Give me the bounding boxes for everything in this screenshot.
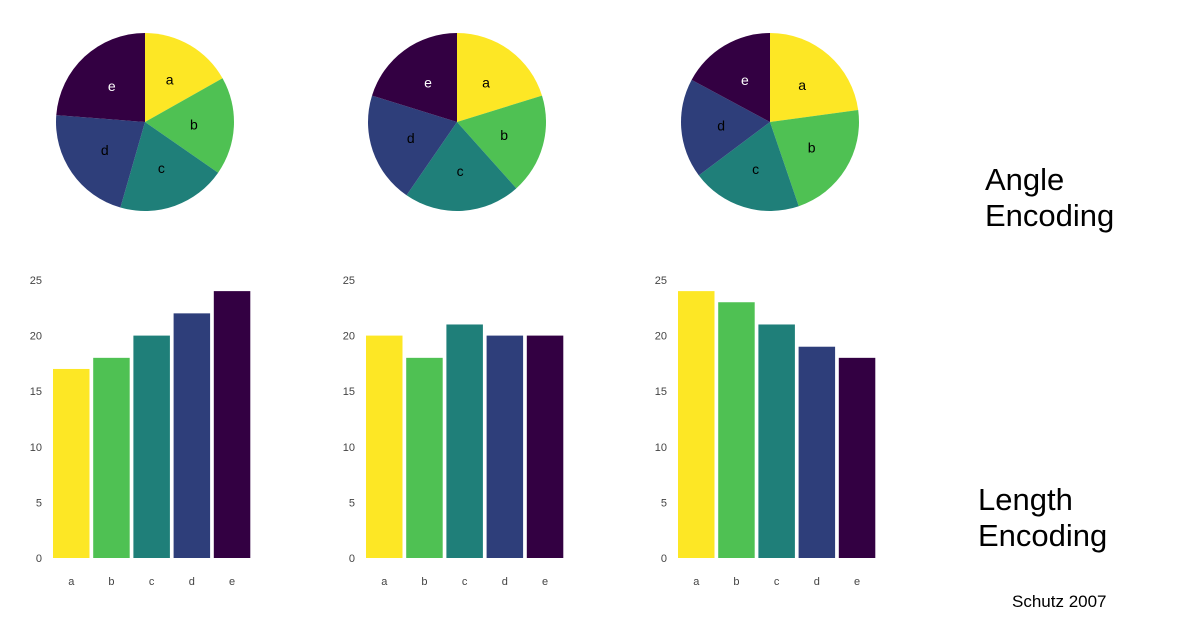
bar3-ytick-label: 25 (655, 275, 667, 287)
bar2-xtick-label-c: c (462, 576, 468, 588)
pie1-slice-b (145, 78, 234, 173)
bar1-xtick-label-b: b (108, 576, 114, 588)
bar1-ytick-label: 5 (36, 497, 42, 509)
pie-chart-3: a b c d e (681, 33, 859, 211)
bar1-xtick-label-a: a (68, 576, 75, 588)
pie2-slice-b (457, 95, 547, 189)
bar3-ytick-label: 0 (661, 553, 667, 565)
bar1-bar-c (133, 335, 170, 558)
source-credit: Schutz 2007 (1012, 592, 1107, 611)
pie-chart-1: a b c d e (56, 33, 234, 212)
pie3-slice-c (698, 122, 799, 211)
pie2-label-d: d (407, 130, 415, 146)
pie2-label-c: c (457, 163, 464, 179)
pie1-label-e: e (108, 78, 116, 94)
pie1-label-b: b (190, 116, 198, 132)
bar3-ytick-label: 10 (655, 442, 667, 454)
bar3-bar-c (758, 324, 795, 558)
pie3-label-b: b (808, 140, 816, 156)
pie2-label-a: a (482, 75, 490, 91)
bar2-ytick-label: 5 (349, 497, 355, 509)
pie3-label-d: d (717, 118, 725, 134)
pie1-slice-c (120, 122, 219, 212)
pie2-slice-e (372, 33, 457, 122)
bar3-ytick-label: 5 (661, 497, 667, 509)
bar2-bar-d (486, 335, 524, 558)
bar2-xtick-label-e: e (542, 576, 548, 588)
bar2-ytick-label: 15 (343, 386, 355, 398)
length-label-line2: Encoding (978, 518, 1108, 553)
pie3-label-e: e (741, 72, 749, 88)
bar1-ytick-label: 25 (30, 275, 42, 287)
pie1-label-c: c (158, 160, 165, 176)
bar3-ytick-label: 20 (655, 331, 667, 343)
bar2-ytick-label: 25 (343, 275, 355, 287)
bar-chart-3: 0 5 10 15 20 25 a b c d e (655, 275, 876, 588)
bar3-xtick-label-c: c (774, 576, 780, 588)
pie1-slice-d (56, 115, 145, 208)
bar2-xtick-label-a: a (381, 576, 388, 588)
bar1-ytick-label: 10 (30, 442, 42, 454)
pie2-label-b: b (500, 127, 508, 143)
pie1-slice-a (145, 33, 223, 122)
bar3-bar-e (838, 357, 876, 558)
pie3-slice-d (681, 79, 770, 176)
bar2-bar-e (526, 335, 564, 558)
length-label-line1: Length (978, 482, 1073, 517)
bar3-bar-a (678, 291, 715, 558)
bar2-xtick-label-b: b (421, 576, 427, 588)
bar1-bar-b (93, 357, 130, 558)
bar3-xtick-label-a: a (693, 576, 700, 588)
angle-label-line1: Angle (985, 162, 1065, 197)
bar1-xtick-label-e: e (229, 576, 235, 588)
pie3-label-a: a (798, 77, 806, 93)
bar2-ytick-label: 20 (343, 331, 355, 343)
bar-chart-2: 0 5 10 15 20 25 a b c d e (343, 275, 564, 588)
bar-chart-1: 0 5 10 15 20 25 a b c d e (30, 275, 251, 588)
bar2-bar-b (406, 357, 443, 558)
bar3-bar-b (718, 302, 755, 558)
bar3-xtick-label-b: b (733, 576, 739, 588)
bar2-bar-c (446, 324, 483, 558)
pie3-slice-e (691, 33, 770, 122)
pie1-label-d: d (101, 142, 109, 158)
pie3-slice-a (770, 33, 859, 122)
bar3-xtick-label-d: d (814, 576, 820, 588)
bar2-bar-a (366, 335, 403, 558)
pie3-label-c: c (752, 161, 759, 177)
angle-label-line2: Encoding (985, 198, 1115, 233)
bar3-xtick-label-e: e (854, 576, 860, 588)
bar1-ytick-label: 0 (36, 553, 42, 565)
bar1-bar-e (213, 291, 251, 558)
bar1-ytick-label: 20 (30, 331, 42, 343)
pie2-slice-a (457, 33, 542, 122)
pie3-slice-b (770, 110, 859, 207)
pie1-slice-e (56, 33, 145, 122)
bar1-ytick-label: 15 (30, 386, 42, 398)
length-encoding-label: Length Encoding (978, 482, 1107, 554)
bar3-bar-d (798, 346, 836, 558)
bar2-xtick-label-d: d (502, 576, 508, 588)
pie1-label-a: a (166, 72, 174, 88)
bar1-xtick-label-c: c (149, 576, 155, 588)
pie2-slice-c (406, 122, 517, 212)
bar1-bar-a (53, 368, 90, 558)
pie2-slice-d (367, 95, 457, 196)
angle-encoding-label: Angle Encoding (985, 162, 1114, 234)
bar3-ytick-label: 15 (655, 386, 667, 398)
bar2-ytick-label: 10 (343, 442, 355, 454)
bar1-bar-d (173, 313, 211, 558)
bar1-xtick-label-d: d (189, 576, 195, 588)
pie2-label-e: e (424, 75, 432, 91)
bar2-ytick-label: 0 (349, 553, 355, 565)
pie-chart-2: a b c d e (367, 33, 547, 212)
